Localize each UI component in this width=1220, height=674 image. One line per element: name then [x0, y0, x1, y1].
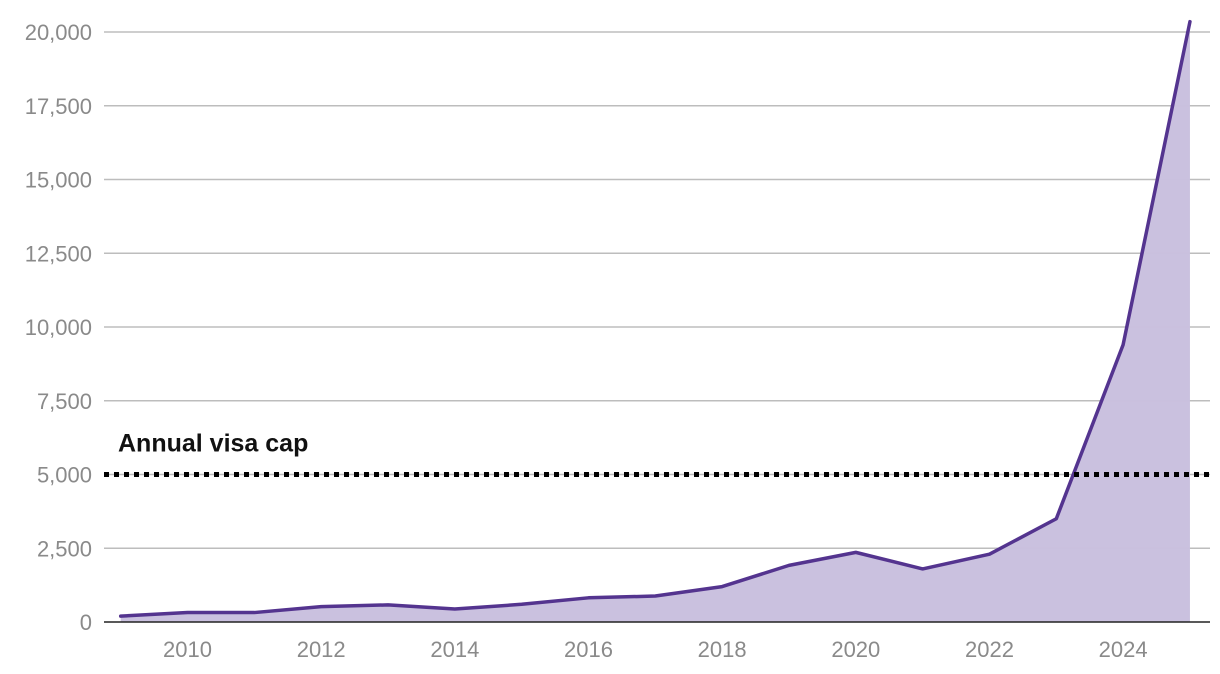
y-tick-label: 0 — [80, 610, 92, 635]
reference-line-label: Annual visa cap — [118, 430, 308, 458]
x-tick-label: 2016 — [564, 637, 613, 662]
y-tick-label: 15,000 — [25, 168, 92, 193]
gridlines — [104, 31, 1210, 549]
y-tick-label: 7,500 — [37, 389, 92, 414]
y-tick-label: 12,500 — [25, 241, 92, 266]
series-line-group — [118, 19, 1192, 618]
x-tick-label: 2022 — [965, 637, 1014, 662]
x-tick-label: 2014 — [430, 637, 479, 662]
y-tick-label: 5,000 — [37, 463, 92, 488]
x-tick-label: 2012 — [297, 637, 346, 662]
y-tick-label: 17,500 — [25, 94, 92, 119]
series-area — [120, 21, 1190, 623]
x-tick-label: 2010 — [163, 637, 212, 662]
axes: 0 2,500 5,000 7,500 10,000 12,500 15,000 17,500… — [25, 20, 1210, 662]
reference-line-group: Annual visa cap — [104, 430, 1210, 477]
x-tick-label: 2018 — [698, 637, 747, 662]
x-tick-label: 2024 — [1099, 637, 1148, 662]
area-fill-group — [120, 21, 1190, 623]
x-tick-label: 2020 — [831, 637, 880, 662]
y-tick-label: 2,500 — [37, 536, 92, 561]
series-line — [118, 19, 1192, 618]
y-tick-label: 20,000 — [25, 20, 92, 45]
y-tick-label: 10,000 — [25, 315, 92, 340]
